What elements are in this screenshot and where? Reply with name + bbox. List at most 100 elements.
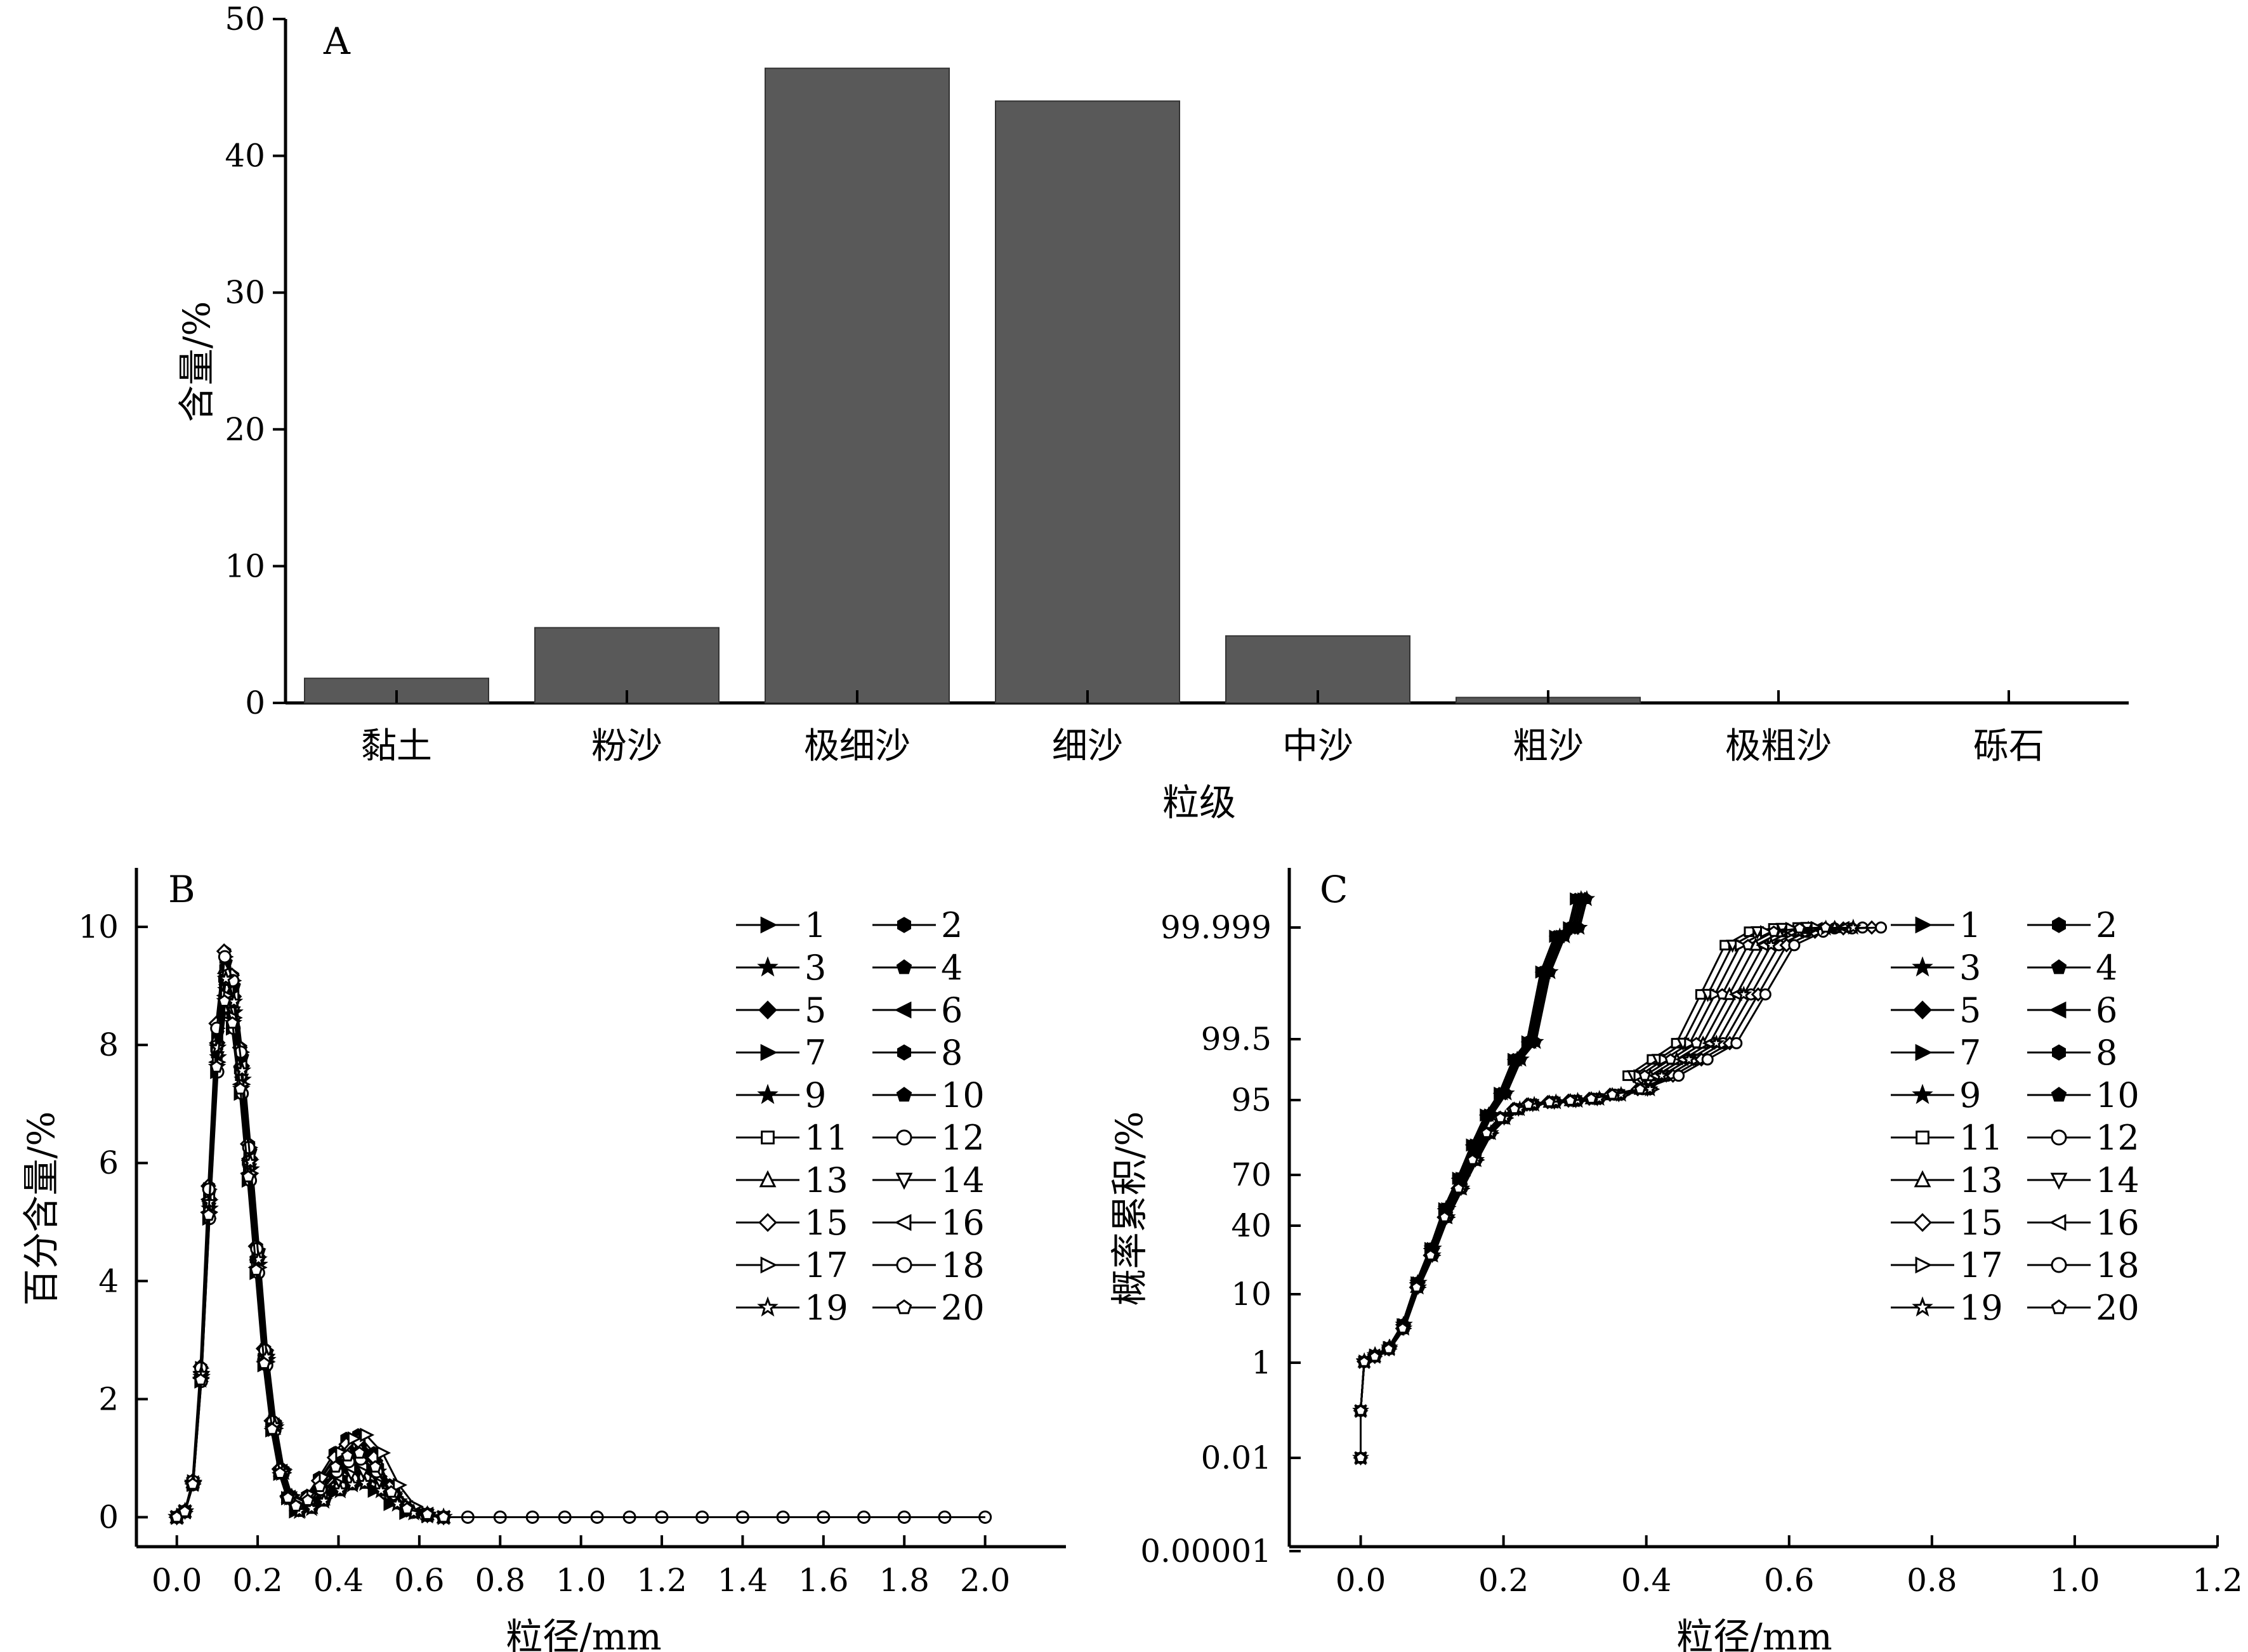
series-marker	[225, 1016, 239, 1029]
series-6	[168, 988, 985, 1524]
panel-b-label: B	[168, 868, 195, 911]
legend-label: 1	[805, 905, 826, 945]
legend-item: 1	[1891, 905, 1981, 945]
series-marker	[1466, 1153, 1479, 1165]
legend-label: 20	[941, 1288, 985, 1328]
series-marker	[216, 969, 235, 987]
series-marker	[1759, 988, 1771, 1000]
panel-a-x-axis-title: 粒级	[1162, 781, 1236, 824]
legend-item: 20	[2027, 1288, 2140, 1328]
legend-item: 8	[872, 1033, 963, 1073]
series-marker	[1680, 1051, 1698, 1067]
series-marker	[897, 917, 911, 933]
legend-label: 15	[1959, 1203, 2003, 1243]
series-marker	[1768, 925, 1780, 937]
series-12	[1355, 921, 1869, 1464]
legend-label: 9	[1959, 1075, 1981, 1115]
series-marker	[760, 916, 778, 934]
series-9	[1352, 890, 1590, 1465]
legend-item: 7	[1891, 1033, 1981, 1073]
legend-label: 5	[805, 990, 826, 1030]
series-line	[1360, 926, 1872, 1458]
series-marker	[347, 1431, 362, 1446]
series-line	[1360, 926, 1844, 1458]
panel-c-x-tick-label: 1.2	[2192, 1562, 2243, 1599]
series-marker	[385, 1485, 398, 1498]
series-1	[171, 999, 985, 1524]
series-marker	[1438, 1210, 1451, 1223]
category-label: 极细沙	[804, 726, 910, 767]
panel-c-x-tick-label: 0.4	[1621, 1562, 1672, 1599]
series-marker	[1916, 1131, 1929, 1144]
series-marker	[896, 1257, 912, 1273]
series-marker	[1760, 925, 1773, 939]
series-20	[170, 994, 985, 1523]
category-label: 黏土	[361, 726, 432, 767]
series-2	[1355, 893, 1587, 1464]
panel-c-x-tick-label: 0.2	[1478, 1562, 1529, 1599]
panel-b-y-tick-label: 2	[98, 1380, 119, 1417]
series-marker	[258, 1356, 271, 1369]
legend-label: 17	[805, 1245, 848, 1285]
series-19	[1352, 919, 1862, 1465]
series-marker	[2051, 959, 2067, 974]
series-line	[1360, 926, 1807, 1458]
series-14	[169, 984, 985, 1526]
series-line	[176, 973, 985, 1518]
series-marker	[301, 1493, 315, 1506]
series-13	[1354, 919, 1842, 1464]
series-marker	[757, 1084, 779, 1105]
legend-label: 5	[1959, 990, 1981, 1030]
legend-item: 20	[872, 1288, 985, 1328]
legend-label: 6	[941, 990, 963, 1030]
panel-b-line-chart: B 0.0 0.2 0.4 0.6 0.8 1.0 1.2 1.4 1.6 1.8 2.002468…	[20, 868, 1066, 1652]
series-marker	[249, 1250, 268, 1268]
series-marker	[1716, 988, 1728, 1000]
legend-item: 18	[2027, 1245, 2140, 1285]
panel-b-y-axis-title: 百分含量/%	[20, 1111, 63, 1306]
series-3	[1352, 890, 1596, 1465]
series-marker	[1574, 921, 1586, 933]
panel-b-x-tick-label: 0.6	[394, 1562, 445, 1599]
legend-label: 4	[2096, 948, 2117, 988]
series-marker	[1515, 1053, 1527, 1065]
series-line	[176, 973, 985, 1518]
panel-c-y-tick-label: 40	[1231, 1207, 1272, 1244]
legend-label: 16	[2096, 1203, 2140, 1243]
legend-item: 13	[1891, 1160, 2003, 1200]
panel-b-x-tick-label: 1.0	[556, 1562, 607, 1599]
series-marker	[1701, 1053, 1714, 1066]
panel-b-y-tick-label: 6	[98, 1144, 119, 1181]
legend-item: 14	[872, 1160, 985, 1200]
series-marker	[1735, 985, 1752, 1002]
legend-label: 17	[1959, 1245, 2003, 1285]
series-marker	[343, 1475, 362, 1493]
series-marker	[761, 1131, 775, 1144]
series-marker	[1606, 1088, 1619, 1100]
legend-item: 5	[736, 990, 826, 1030]
series-line	[1360, 926, 1881, 1458]
bar	[995, 100, 1180, 704]
legend-item: 2	[872, 905, 963, 945]
panel-b-y-tick-label: 10	[78, 908, 119, 945]
series-line	[176, 990, 985, 1518]
category-label: 极粗沙	[1725, 726, 1832, 767]
series-line	[1360, 926, 1863, 1458]
series-marker	[757, 956, 779, 977]
series-marker	[241, 1170, 255, 1183]
series-marker	[241, 1152, 260, 1170]
series-marker	[1819, 921, 1832, 933]
panel-a-y-tick-label: 20	[225, 411, 265, 448]
legend-label: 11	[1959, 1118, 2003, 1158]
legend-item: 14	[2027, 1160, 2140, 1200]
series-20	[1355, 921, 1832, 1463]
legend-label: 12	[2096, 1118, 2140, 1158]
legend-item: 4	[2027, 948, 2117, 988]
legend-label: 3	[805, 948, 826, 988]
series-marker	[1358, 1355, 1370, 1367]
series-marker	[302, 1498, 321, 1516]
series-marker	[369, 1460, 382, 1473]
series-2	[171, 960, 985, 1524]
panel-b-x-tick-label: 0.2	[232, 1562, 283, 1599]
